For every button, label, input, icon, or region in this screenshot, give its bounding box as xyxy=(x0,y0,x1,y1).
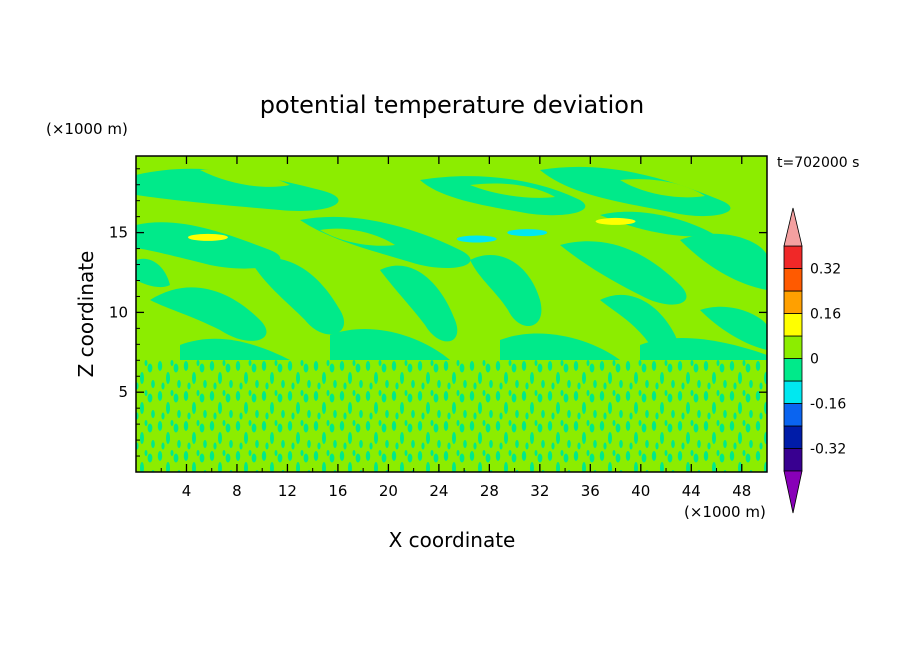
y-tick-label-10: 10 xyxy=(109,303,128,321)
x-tick-label-12: 12 xyxy=(278,482,297,500)
x-tick-label-20: 20 xyxy=(379,482,398,500)
colorbar-segment-9 xyxy=(783,245,803,269)
structure-16 xyxy=(640,338,767,360)
y-tick-label-5: 5 xyxy=(118,383,128,401)
lower-turbulent-layer xyxy=(136,360,767,472)
structure-10 xyxy=(600,294,678,353)
colorbar: 0.32 0.16 0 -0.16 -0.32 xyxy=(783,207,846,514)
structure-3 xyxy=(250,257,345,335)
inner-structure-0 xyxy=(200,168,290,187)
x-tick-label-48: 48 xyxy=(732,482,751,500)
colorbar-under-arrow xyxy=(783,470,803,514)
time-label: t=702000 s xyxy=(777,155,859,171)
colorbar-segment-3 xyxy=(783,380,803,404)
x-tick-label-4: 4 xyxy=(182,482,192,500)
x-tick-label-40: 40 xyxy=(631,482,650,500)
structure-18 xyxy=(230,185,315,207)
x-tick-label-36: 36 xyxy=(581,482,600,500)
structure-14 xyxy=(330,329,450,360)
y-unit-label: (×1000 m) xyxy=(46,120,128,138)
x-tick-label-28: 28 xyxy=(480,482,499,500)
structure-17 xyxy=(136,258,170,288)
x-axis-title: X coordinate xyxy=(389,528,516,552)
plot-frame xyxy=(135,155,768,473)
structure-8 xyxy=(540,166,731,217)
colorbar-label: 0 xyxy=(810,352,819,368)
x-tick-label-24: 24 xyxy=(429,482,448,500)
colorbar-segment-0 xyxy=(783,448,803,472)
colorbar-segment-2 xyxy=(783,403,803,427)
colorbar-segment-8 xyxy=(783,268,803,292)
colorbar-label: 0.32 xyxy=(810,262,841,278)
structure-1 xyxy=(136,222,281,269)
colorbar-segment-1 xyxy=(783,425,803,449)
upper-structures xyxy=(136,166,767,360)
structure-7 xyxy=(470,254,542,327)
y-tick-label-15: 15 xyxy=(109,224,128,242)
structure-2 xyxy=(150,287,267,341)
colorbar-segment-7 xyxy=(783,290,803,314)
structure-11 xyxy=(680,233,767,290)
inner-structure-3 xyxy=(320,228,395,246)
extremum-0 xyxy=(187,233,228,241)
x-unit-label: (×1000 m) xyxy=(684,503,766,521)
structure-12 xyxy=(700,306,767,350)
extremum-1 xyxy=(595,217,636,225)
y-axis-title: Z coordinate xyxy=(74,251,98,378)
colorbar-label: -0.32 xyxy=(810,442,846,458)
colorbar-label: 0.16 xyxy=(810,307,841,323)
colorbar-segment-4 xyxy=(783,358,803,382)
structure-5 xyxy=(420,176,586,216)
field-group xyxy=(136,156,767,472)
x-axis: 4 8 12 16 20 24 28 32 36 40 44 48 xyxy=(160,156,751,500)
inner-structure-1 xyxy=(470,183,555,198)
y-axis: 5 10 15 xyxy=(109,168,767,457)
structure-9 xyxy=(560,241,687,305)
x-tick-label-44: 44 xyxy=(682,482,701,500)
extremum-3 xyxy=(507,229,548,237)
colorbar-over-arrow xyxy=(783,207,803,247)
chart-title: potential temperature deviation xyxy=(260,91,644,119)
extrema-group xyxy=(187,217,636,243)
colorbar-segment-5 xyxy=(783,335,803,359)
x-tick-label-32: 32 xyxy=(530,482,549,500)
structure-13 xyxy=(180,338,290,360)
colorbar-label: -0.16 xyxy=(810,397,846,413)
extremum-2 xyxy=(456,235,497,243)
colorbar-segment-6 xyxy=(783,313,803,337)
structure-19 xyxy=(600,211,715,237)
inner-structure-2 xyxy=(620,179,705,198)
x-tick-label-8: 8 xyxy=(232,482,242,500)
structure-15 xyxy=(500,333,620,360)
x-tick-label-16: 16 xyxy=(328,482,347,500)
structure-6 xyxy=(380,265,458,342)
